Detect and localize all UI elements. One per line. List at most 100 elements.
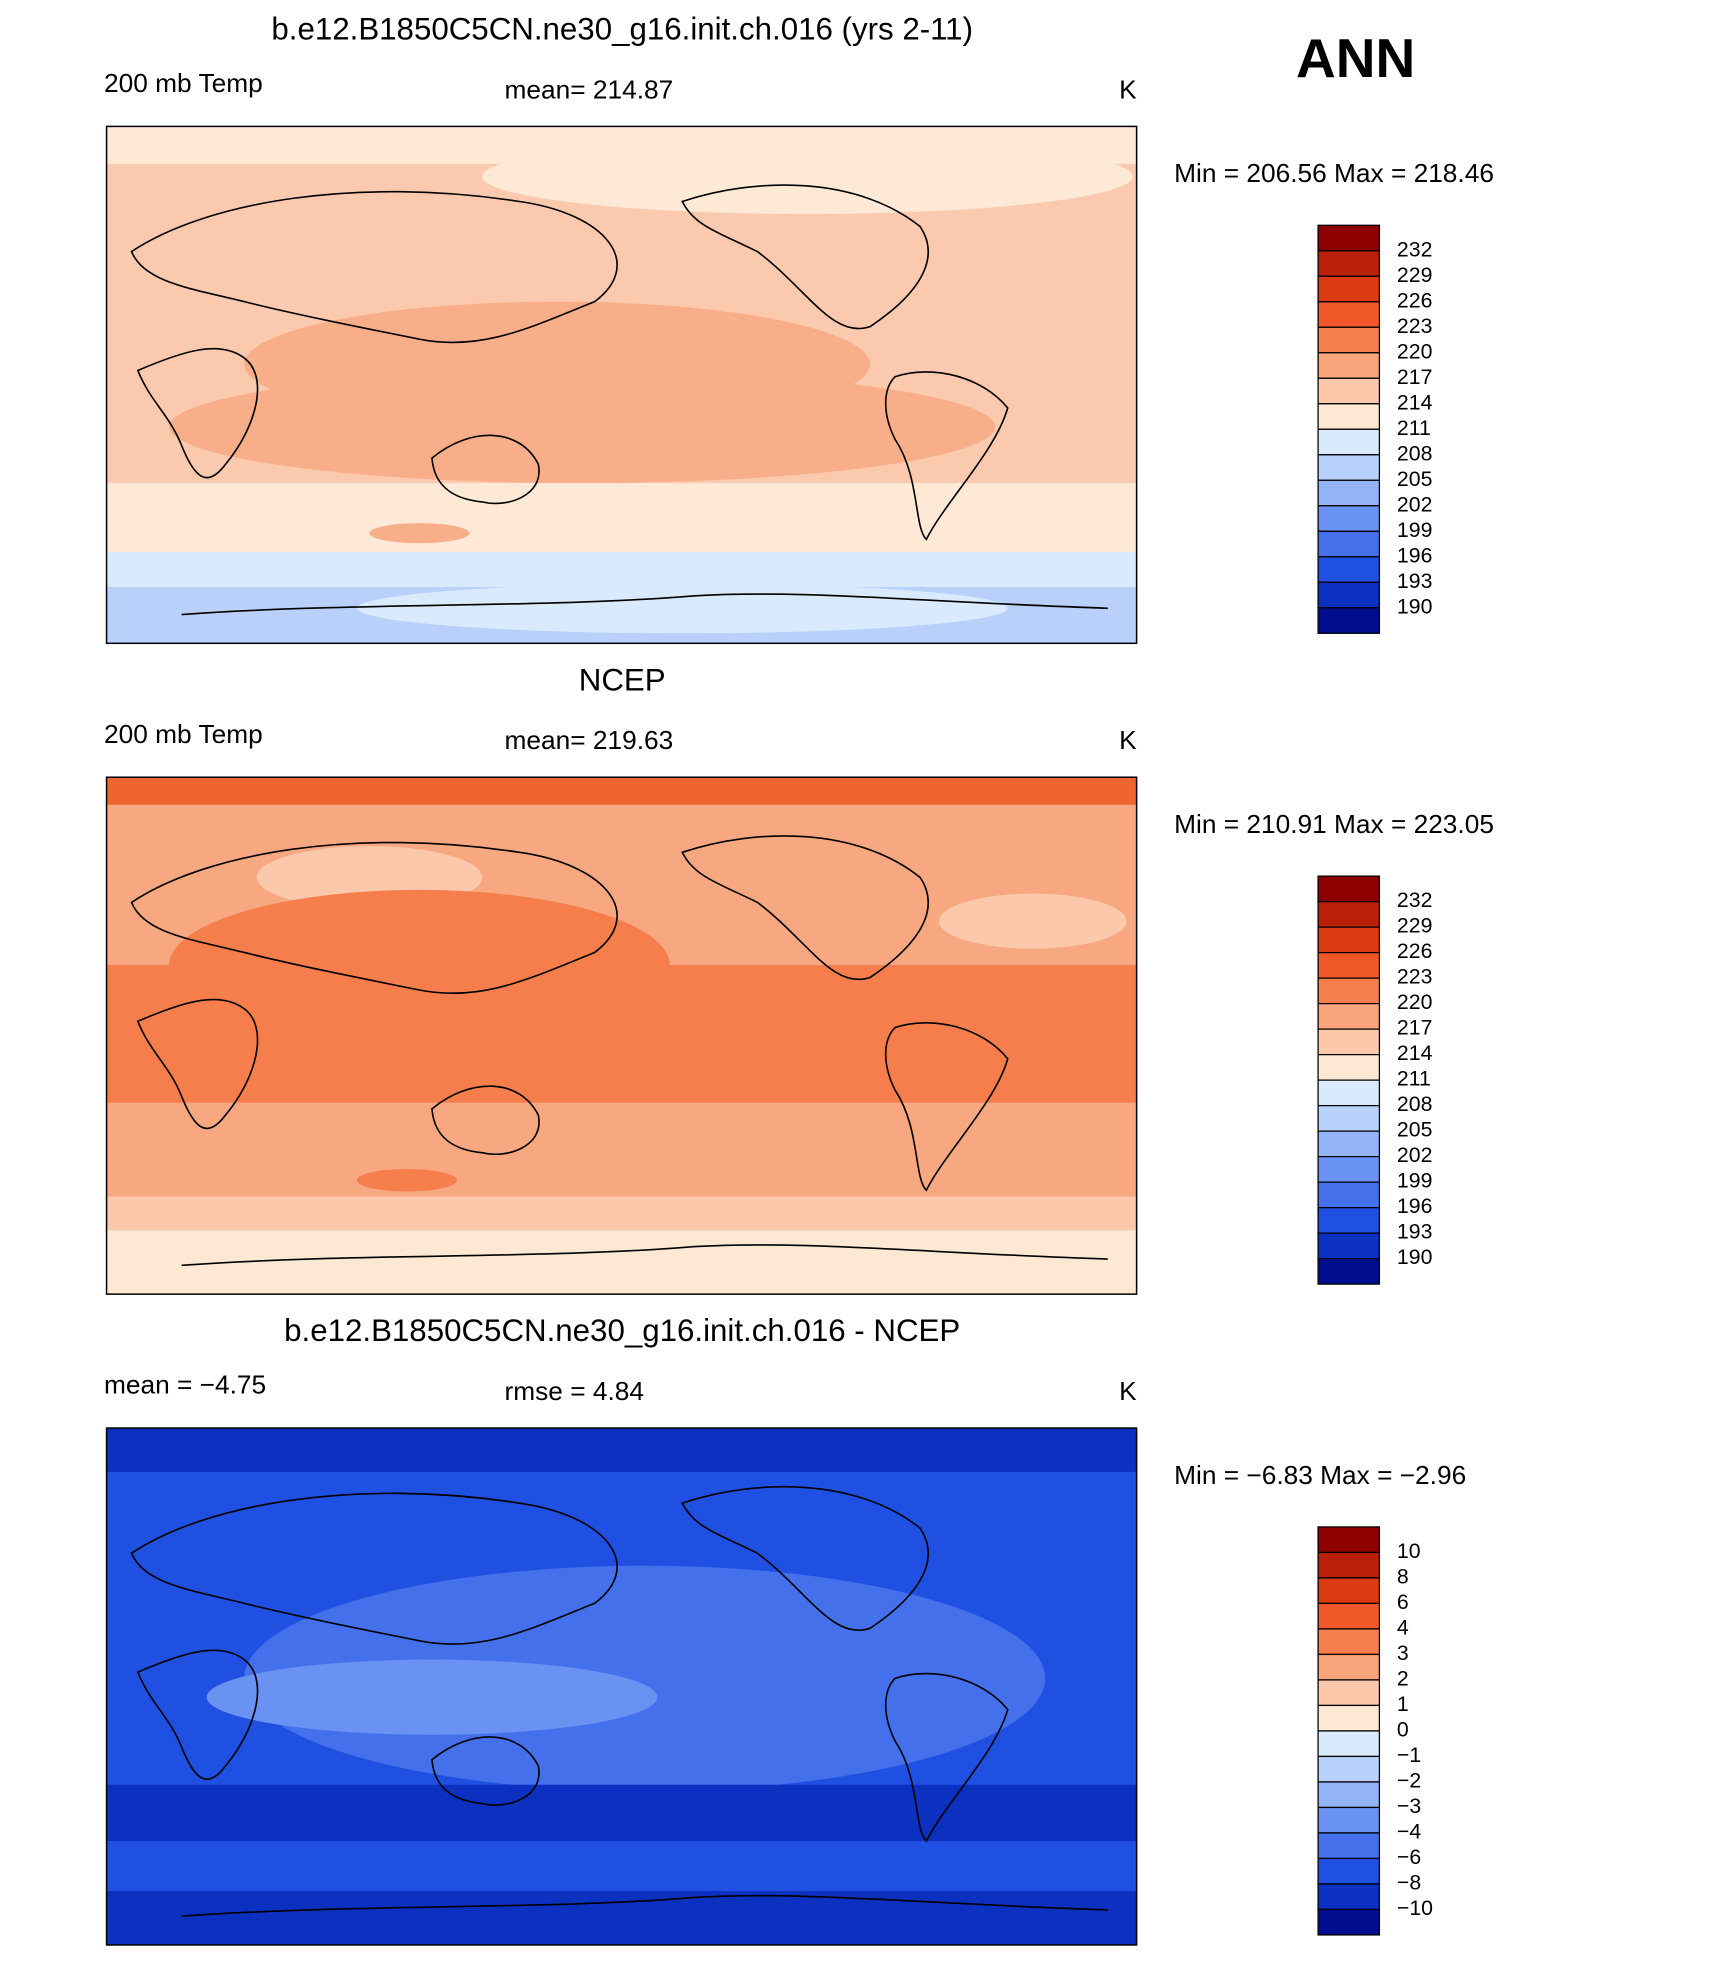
colorbar-box xyxy=(1317,1908,1381,1936)
colorbar-label: −4 xyxy=(1397,1820,1421,1844)
colorbar-label: 4 xyxy=(1397,1616,1409,1640)
contour-fill xyxy=(106,1891,1137,1945)
colorbar-box xyxy=(1317,1257,1381,1285)
colorbar-box xyxy=(1317,1028,1381,1056)
colorbar-box xyxy=(1317,1806,1381,1834)
colorbar-box xyxy=(1317,1206,1381,1234)
colorbar-label: 3 xyxy=(1397,1641,1409,1665)
colorbar-box xyxy=(1317,403,1381,430)
contour-fill xyxy=(206,1659,658,1735)
left-label: 200 mb Temp xyxy=(104,719,263,749)
map-frame xyxy=(105,776,1138,1295)
colorbar-label: 202 xyxy=(1397,1143,1432,1167)
contour-fill xyxy=(106,1428,1137,1472)
colorbar-box xyxy=(1317,505,1381,532)
coastline xyxy=(181,1244,1108,1267)
colorbar-box xyxy=(1317,1232,1381,1260)
panel-title: b.e12.B1850C5CN.ne30_g16.init.ch.016 - N… xyxy=(284,1313,960,1348)
colorbar-label: −1 xyxy=(1397,1743,1421,1767)
colorbar-label: 208 xyxy=(1397,1092,1432,1116)
colorbar-label: 220 xyxy=(1397,339,1432,363)
colorbar-label: 226 xyxy=(1397,288,1432,312)
colorbar-label: 196 xyxy=(1397,543,1432,567)
coastline xyxy=(681,1485,929,1631)
colorbar-box xyxy=(1317,977,1381,1005)
colorbar-box xyxy=(1317,1883,1381,1911)
colorbar-label: 8 xyxy=(1397,1565,1409,1589)
coastline xyxy=(136,998,259,1130)
colorbar-box xyxy=(1317,1079,1381,1107)
contour-fill xyxy=(106,777,1137,805)
colorbar-label: 199 xyxy=(1397,518,1432,542)
coastline xyxy=(431,1736,540,1806)
colorbar-label: 217 xyxy=(1397,365,1432,389)
colorbar-label: 232 xyxy=(1397,888,1432,912)
colorbar-box xyxy=(1317,1155,1381,1183)
colorbar-box xyxy=(1317,1628,1381,1656)
map-frame xyxy=(105,125,1138,645)
colorbar-label: 232 xyxy=(1397,237,1432,261)
colorbar-label: 229 xyxy=(1397,263,1432,287)
left-label: 200 mb Temp xyxy=(104,68,263,98)
coastline xyxy=(136,1649,259,1781)
panel-title: NCEP xyxy=(579,662,666,697)
colorbar-box xyxy=(1317,1781,1381,1809)
contour-fill xyxy=(106,1230,1137,1295)
colorbar-box xyxy=(1317,454,1381,481)
map xyxy=(105,776,1138,1295)
colorbar-box xyxy=(1317,377,1381,405)
colorbar-label: 217 xyxy=(1397,1016,1432,1040)
colorbar-label: 205 xyxy=(1397,1118,1432,1142)
coastline xyxy=(130,190,618,344)
colorbar-box xyxy=(1317,1602,1381,1630)
coastline xyxy=(136,347,259,479)
colorbar-label: 190 xyxy=(1397,1245,1432,1269)
season-label: ANN xyxy=(1296,27,1415,89)
colorbar-label: 2 xyxy=(1397,1667,1409,1691)
map-field xyxy=(106,777,1137,1295)
unit-label: K xyxy=(1119,74,1137,104)
colorbar-box xyxy=(1317,1755,1381,1783)
contour-fill xyxy=(356,1168,457,1192)
colorbar-box xyxy=(1317,301,1381,328)
colorbar-box xyxy=(1317,479,1381,507)
coastline xyxy=(884,1672,1009,1843)
colorbar-label: 208 xyxy=(1397,441,1432,465)
colorbar-label: 214 xyxy=(1397,1041,1433,1065)
contour-fill xyxy=(369,523,470,544)
panel-title: b.e12.B1850C5CN.ne30_g16.init.ch.016 (yr… xyxy=(271,12,973,47)
colorbar-label: 190 xyxy=(1397,594,1432,618)
colorbar-box xyxy=(1317,1551,1381,1579)
contour-fill xyxy=(244,301,871,427)
colorbar-box xyxy=(1317,224,1381,252)
colorbar-box xyxy=(1317,1104,1381,1132)
contour-fill xyxy=(356,583,1008,634)
coastline xyxy=(130,841,618,995)
colorbar-label: 226 xyxy=(1397,939,1432,963)
coastline xyxy=(681,835,929,981)
map xyxy=(105,125,1138,645)
contour-fill xyxy=(106,1196,1137,1235)
contour-fill xyxy=(244,1565,1046,1792)
coastline xyxy=(431,1085,540,1156)
colorbar-box xyxy=(1317,1577,1381,1605)
coastline xyxy=(130,1492,618,1645)
coastline xyxy=(884,371,1009,541)
contour-fill xyxy=(169,889,670,1041)
colorbar-box xyxy=(1317,326,1381,354)
colorbar-box xyxy=(1317,926,1381,954)
colorbar-box xyxy=(1317,1002,1381,1030)
colorbar-box xyxy=(1317,1653,1381,1681)
colorbar-label: 229 xyxy=(1397,914,1432,938)
colorbar-box xyxy=(1317,581,1381,609)
colorbar-label: 205 xyxy=(1397,467,1432,491)
coastline xyxy=(431,434,540,505)
min-max: Min = 206.56 Max = 218.46 xyxy=(1174,158,1494,188)
colorbar-box xyxy=(1317,556,1381,583)
center-label: mean= 214.87 xyxy=(505,74,674,104)
colorbar-label: 6 xyxy=(1397,1590,1409,1614)
colorbar-box xyxy=(1317,1730,1381,1758)
colorbar-box xyxy=(1317,875,1381,903)
colorbar-label: 199 xyxy=(1397,1169,1432,1193)
